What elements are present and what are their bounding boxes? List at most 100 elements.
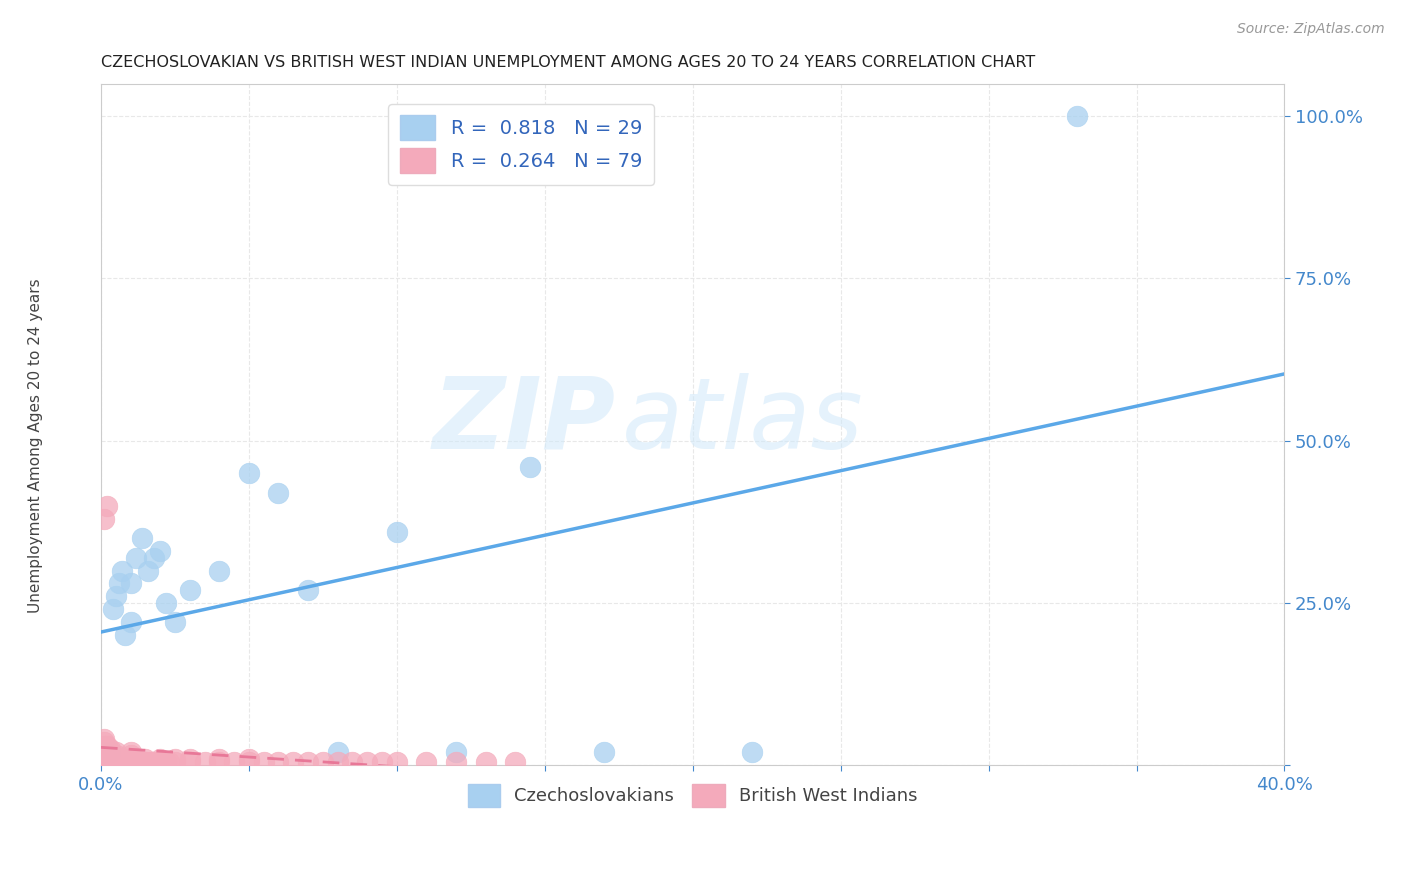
Point (134, 755, 156, 769)
Point (1066, 109, 1088, 123)
Point (238, 755, 260, 769)
Point (297, 755, 319, 769)
Point (385, 524, 408, 539)
Point (519, 459, 541, 474)
Point (297, 582, 319, 597)
Point (149, 755, 172, 769)
Point (96, 745, 118, 759)
Point (104, 755, 127, 769)
Point (120, 755, 142, 769)
Point (98, 755, 121, 769)
Point (98, 745, 121, 759)
Point (120, 748, 142, 763)
Point (93, 755, 115, 769)
Point (163, 615, 186, 630)
Point (444, 755, 467, 769)
Point (474, 755, 496, 769)
Point (120, 745, 142, 759)
Point (149, 752, 172, 766)
Point (283, 755, 305, 769)
Point (208, 752, 231, 766)
Point (593, 745, 616, 759)
Point (111, 564, 134, 578)
Point (101, 752, 124, 766)
Point (155, 596, 177, 610)
Point (141, 755, 163, 769)
Point (93, 739, 115, 753)
Point (267, 485, 290, 500)
Point (96, 745, 118, 759)
Point (267, 755, 290, 769)
Text: Unemployment Among Ages 20 to 24 years: Unemployment Among Ages 20 to 24 years (28, 278, 42, 614)
Point (114, 628, 136, 642)
Point (107, 752, 129, 766)
Point (93, 745, 115, 759)
Point (136, 755, 159, 769)
Point (93, 511, 115, 525)
Point (107, 755, 129, 769)
Point (125, 752, 148, 766)
Point (179, 752, 201, 766)
Point (107, 576, 129, 591)
Point (179, 582, 201, 597)
Point (444, 745, 467, 759)
Point (136, 564, 159, 578)
Point (415, 755, 437, 769)
Point (208, 755, 231, 769)
Point (101, 602, 124, 616)
Point (104, 752, 127, 766)
Point (98, 745, 121, 759)
Point (96, 499, 118, 513)
Point (131, 755, 153, 769)
Point (503, 755, 526, 769)
Point (96, 748, 118, 763)
Point (238, 466, 260, 480)
Point (125, 755, 148, 769)
Point (96, 752, 118, 766)
Point (111, 755, 134, 769)
Text: Source: ZipAtlas.com: Source: ZipAtlas.com (1237, 22, 1385, 37)
Point (134, 752, 156, 766)
Text: CZECHOSLOVAKIAN VS BRITISH WEST INDIAN UNEMPLOYMENT AMONG AGES 20 TO 24 YEARS CO: CZECHOSLOVAKIAN VS BRITISH WEST INDIAN U… (101, 55, 1035, 70)
Point (101, 748, 124, 763)
Point (741, 745, 763, 759)
Point (143, 550, 166, 565)
Text: atlas: atlas (621, 373, 863, 469)
Point (93, 748, 115, 763)
Point (104, 748, 127, 763)
Point (98, 748, 121, 763)
Point (114, 752, 136, 766)
Point (224, 755, 246, 769)
Point (125, 550, 148, 565)
Point (143, 755, 166, 769)
Point (120, 576, 142, 591)
Point (114, 755, 136, 769)
Point (326, 745, 349, 759)
Point (356, 755, 378, 769)
Point (120, 752, 142, 766)
Point (93, 735, 115, 749)
Point (238, 752, 260, 766)
Point (93, 742, 115, 756)
Point (104, 590, 127, 604)
Point (149, 755, 172, 769)
Point (371, 755, 394, 769)
Text: ZIP: ZIP (433, 373, 616, 469)
Point (120, 755, 142, 769)
Point (117, 755, 139, 769)
Point (128, 755, 150, 769)
Legend: Czechoslovakians, British West Indians: Czechoslovakians, British West Indians (460, 776, 925, 814)
Point (111, 752, 134, 766)
Point (104, 745, 127, 759)
Point (326, 755, 349, 769)
Point (163, 752, 186, 766)
Point (96, 742, 118, 756)
Point (96, 755, 118, 769)
Point (179, 755, 201, 769)
Point (193, 755, 215, 769)
Point (93, 752, 115, 766)
Point (93, 732, 115, 747)
Point (253, 755, 276, 769)
Point (131, 531, 153, 545)
Point (98, 742, 121, 756)
